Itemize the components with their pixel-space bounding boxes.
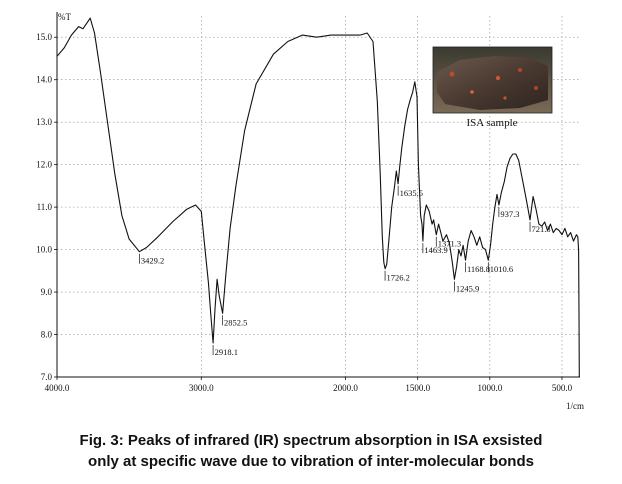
y-tick-label: 7.0: [41, 372, 53, 382]
rock-sample-image: [437, 56, 548, 110]
peak-label: 1168.8: [467, 264, 490, 274]
sample-spot: [449, 71, 455, 77]
peak-annotation: 721.3: [529, 221, 551, 234]
y-axis-label: %T: [58, 12, 71, 22]
spectrum-series: [56, 17, 580, 378]
x-tick-label: 1000.0: [477, 383, 502, 393]
peak-annotation: 1010.6: [487, 262, 513, 274]
peak-annotation: 1245.9: [454, 281, 479, 293]
figure-caption-line-1: Fig. 3: Peaks of infrared (IR) spectrum …: [79, 432, 543, 449]
figure-caption-line-2: only at specific wave due to vibration o…: [88, 453, 534, 470]
peak-label: 1010.6: [490, 264, 513, 274]
y-tick-label: 9.0: [41, 287, 53, 297]
grid-lines: [56, 16, 580, 378]
peak-label: 2918.1: [215, 347, 238, 357]
x-tick-labels: 4000.0 3000.0 2000.0 1500.0 1000.0 500.0: [45, 377, 573, 393]
peak-annotation: 2918.1: [212, 345, 238, 357]
peak-annotation: 2852.5: [222, 315, 247, 327]
axes: [56, 12, 580, 378]
y-tick-label: 8.0: [41, 330, 53, 340]
peak-annotation: 1371.3: [435, 236, 461, 249]
sample-spot: [470, 90, 474, 94]
y-tick-label: 10.0: [36, 245, 52, 255]
peak-annotation: 937.3: [498, 206, 519, 219]
x-axis-label: 1/cm: [566, 401, 584, 411]
peak-label: 3429.2: [141, 256, 164, 266]
y-tick-label: 11.0: [37, 202, 53, 212]
sample-spot: [534, 86, 538, 90]
y-tick-label: 15.0: [36, 32, 52, 42]
peak-annotation: 1726.2: [384, 270, 410, 283]
peak-label: 721.3: [532, 224, 551, 234]
peak-labels: 3429.2 2918.1 2852.5 1726.2 1635.5 1463.91371…: [139, 185, 551, 357]
peak-label: 1635.5: [400, 188, 423, 198]
sample-spot: [503, 96, 507, 100]
sample-spot: [495, 75, 501, 81]
peak-label: 1371.3: [438, 239, 461, 249]
x-tick-label: 1500.0: [405, 383, 430, 393]
peak-annotation: 1635.5: [397, 185, 423, 198]
peak-label: 1726.2: [387, 273, 410, 283]
x-tick-label: 2000.0: [333, 383, 358, 393]
y-tick-labels: 7.0 8.0 9.0 10.0 11.0 12.0 13.0 14.0 15.0: [36, 32, 57, 382]
peak-label: 1463.9: [424, 245, 447, 255]
inset-label: ISA sample: [466, 117, 517, 129]
peak-annotation: 1463.9: [422, 243, 448, 255]
peak-label: 1245.9: [456, 283, 479, 293]
sample-spot: [518, 68, 522, 72]
peak-label: 2852.5: [224, 317, 247, 327]
x-tick-label: 4000.0: [45, 383, 70, 393]
y-tick-label: 13.0: [36, 117, 52, 127]
peak-annotation: 3429.2: [139, 253, 164, 266]
spectrum-line: [56, 17, 580, 378]
peak-annotation: 1168.8: [465, 262, 490, 274]
y-tick-label: 12.0: [36, 160, 52, 170]
y-tick-label: 14.0: [36, 75, 52, 85]
isa-sample-inset: ISA sample: [432, 46, 553, 129]
ir-spectrum-chart: 7.0 8.0 9.0 10.0 11.0 12.0 13.0 14.0 15.0 4000.0…: [36, 12, 584, 411]
x-tick-label: 500.0: [552, 383, 573, 393]
peak-label: 937.3: [500, 209, 519, 219]
x-tick-label: 3000.0: [189, 383, 214, 393]
